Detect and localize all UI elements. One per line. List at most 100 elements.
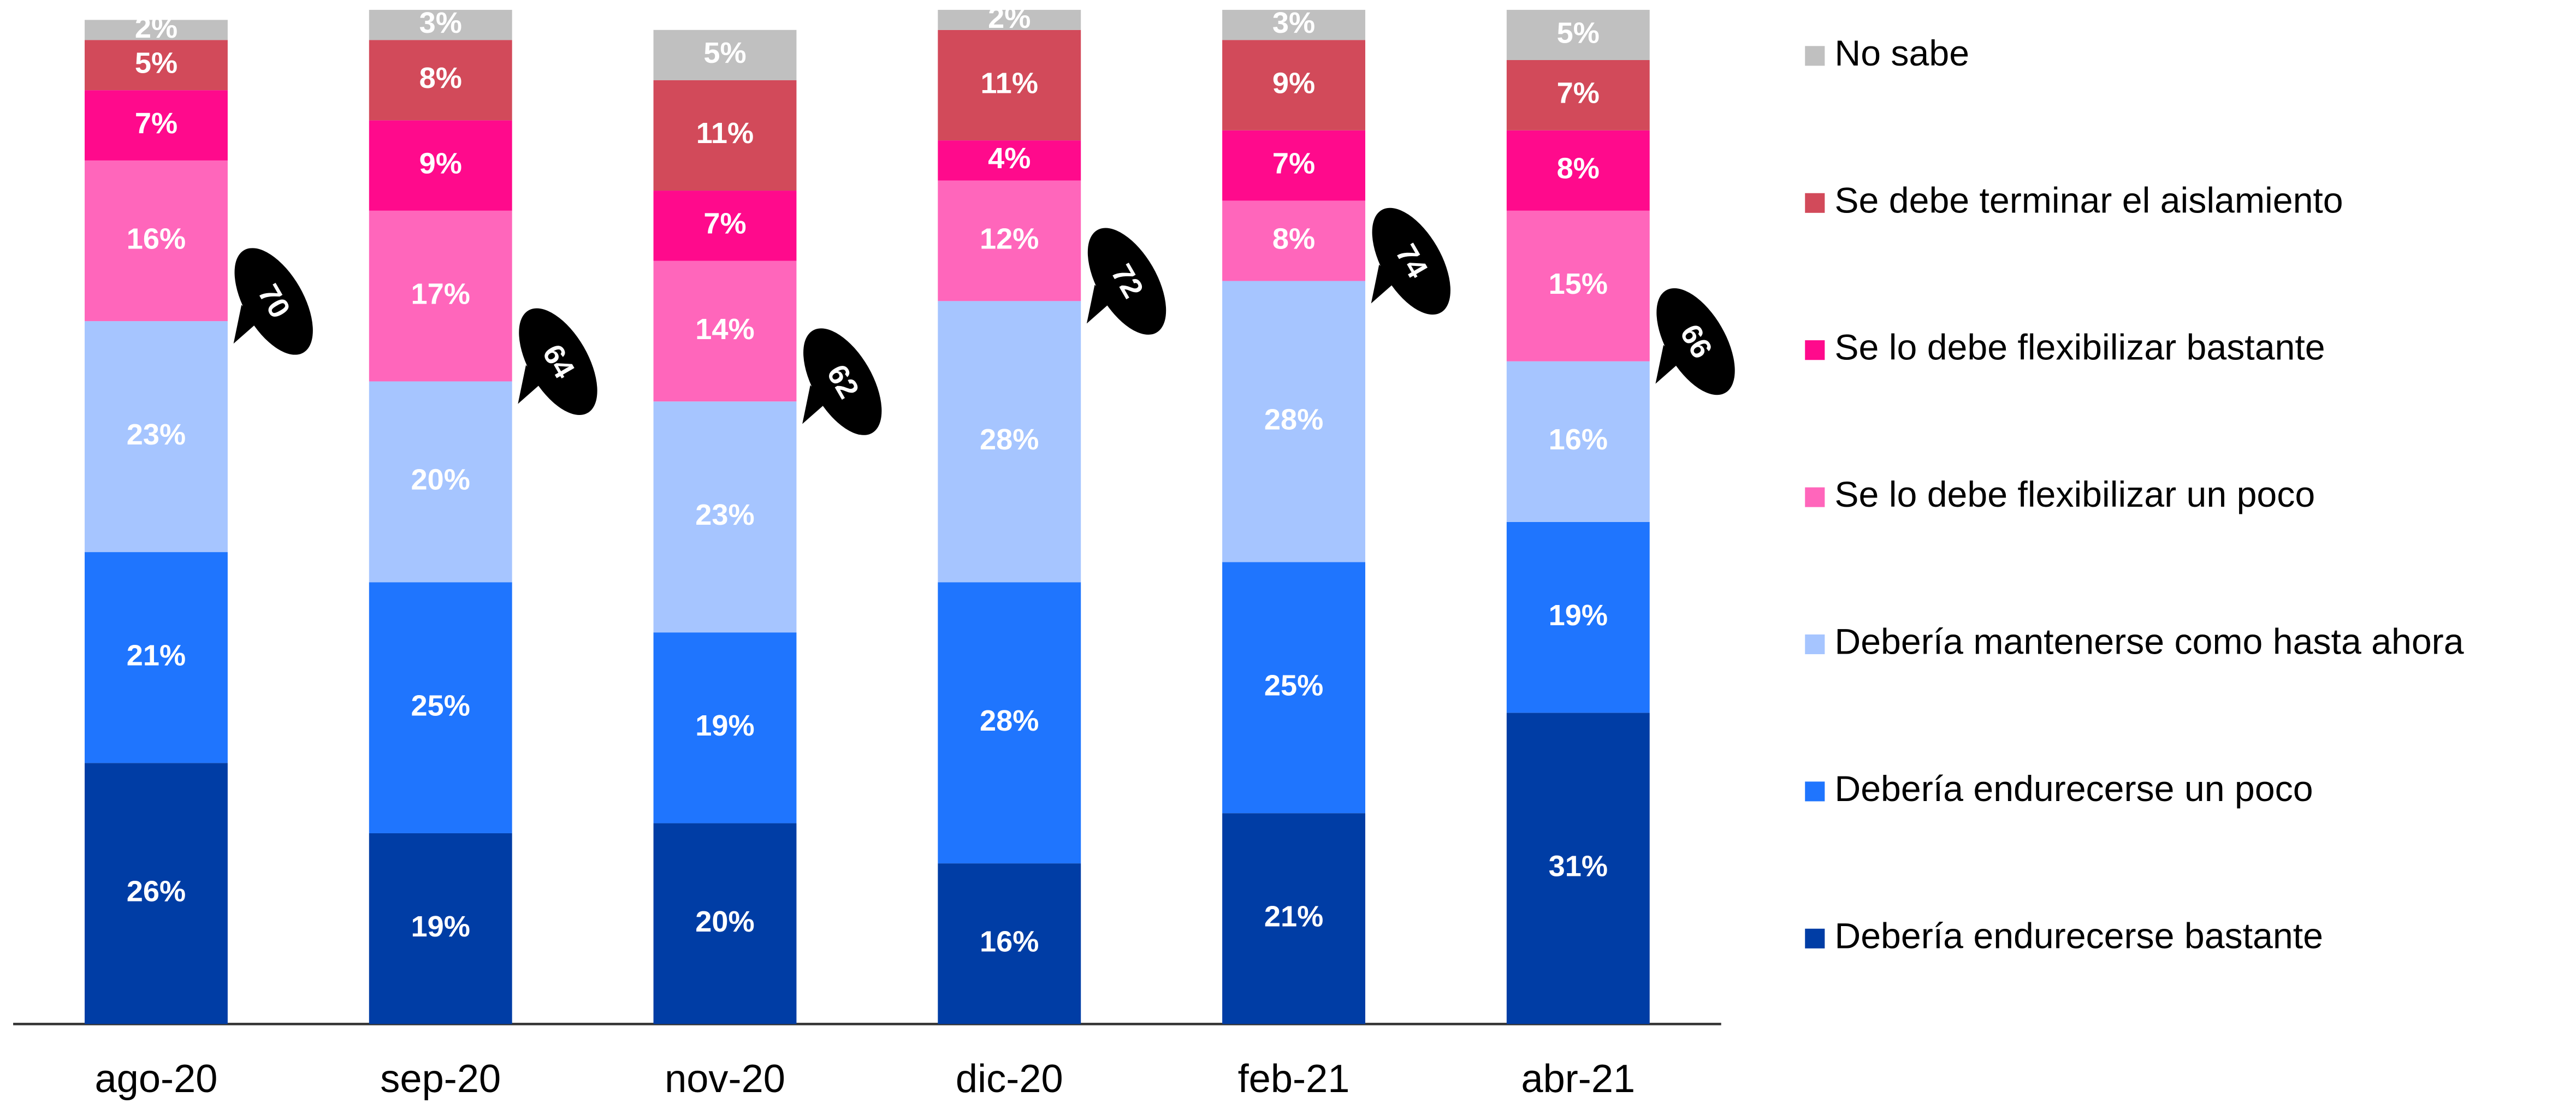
- data-label: 5%: [135, 47, 177, 80]
- bubble: [519, 308, 597, 416]
- bar-segment: [653, 29, 797, 80]
- legend-swatch: [1805, 193, 1825, 213]
- data-label: 21%: [127, 639, 186, 672]
- legend-label: Se debe terminar el aislamiento: [1834, 180, 2343, 221]
- bar-segment: [1222, 40, 1365, 131]
- data-label: 8%: [419, 62, 462, 94]
- bubble-tail: [518, 365, 543, 404]
- legend-label: Se lo debe flexibilizar bastante: [1834, 328, 2325, 368]
- legend-swatch: [1805, 928, 1825, 948]
- bar-segment: [1506, 130, 1650, 211]
- bar-segment: [1222, 281, 1365, 562]
- bar-segment: [653, 80, 797, 191]
- legend-label: No sabe: [1834, 33, 1969, 74]
- data-label: 25%: [411, 689, 470, 722]
- data-label: 7%: [135, 107, 177, 140]
- bubble-tail: [233, 305, 259, 344]
- bar-segment: [1506, 10, 1650, 61]
- data-label: 4%: [988, 142, 1031, 175]
- bar-segment: [369, 381, 512, 583]
- data-label: 19%: [411, 910, 470, 943]
- data-label: 14%: [695, 313, 754, 346]
- data-label: 28%: [980, 704, 1039, 737]
- legend-swatch: [1805, 634, 1825, 655]
- bar-segment: [1222, 200, 1365, 281]
- annotation-bubble: 70: [233, 248, 313, 355]
- bar-segment: [1222, 10, 1365, 40]
- data-label: 28%: [980, 423, 1039, 456]
- bar-segment: [85, 20, 228, 40]
- bar-segment: [653, 823, 797, 1024]
- x-tick-label: feb-21: [1238, 1057, 1350, 1101]
- bubble-tail: [1655, 345, 1681, 384]
- bar-segment: [1222, 562, 1365, 814]
- data-label: 7%: [1557, 77, 1600, 110]
- bar-segment: [938, 10, 1081, 30]
- data-label: 16%: [1549, 423, 1608, 456]
- x-tick-label: ago-20: [95, 1057, 218, 1101]
- bar-segment: [653, 191, 797, 261]
- data-label: 17%: [411, 277, 470, 310]
- legend-swatch: [1805, 340, 1825, 360]
- data-label: 9%: [1272, 67, 1315, 99]
- legend-swatch: [1805, 781, 1825, 802]
- data-label: 2%: [135, 11, 177, 44]
- bar-segment: [938, 140, 1081, 181]
- data-label: 5%: [703, 37, 746, 69]
- data-label: 2%: [988, 2, 1031, 34]
- data-label: 3%: [419, 7, 462, 39]
- data-label: 21%: [1264, 900, 1323, 933]
- legend-label: Debería mantenerse como hasta ahora: [1834, 622, 2464, 662]
- data-label: 20%: [411, 464, 470, 496]
- annotation-bubble: 64: [518, 308, 597, 416]
- data-label: 23%: [127, 418, 186, 451]
- bar-segment: [1222, 130, 1365, 201]
- data-label: 5%: [1557, 16, 1600, 49]
- bubble-tail: [1086, 284, 1112, 324]
- bar-segment: [369, 210, 512, 382]
- bar-segment: [369, 120, 512, 211]
- data-label: 3%: [1272, 7, 1315, 39]
- data-label: 12%: [980, 222, 1039, 255]
- data-label: 19%: [695, 709, 754, 742]
- bar-segment: [938, 582, 1081, 864]
- bar-segment: [369, 833, 512, 1024]
- bar-segment: [653, 632, 797, 823]
- bar-segment: [938, 863, 1081, 1024]
- bar-segment: [369, 40, 512, 121]
- bar-segment: [1222, 813, 1365, 1024]
- data-label: 15%: [1549, 268, 1608, 300]
- bar-segment: [1506, 210, 1650, 361]
- data-label: 16%: [127, 222, 186, 255]
- legend-swatch: [1805, 487, 1825, 507]
- x-tick-label: sep-20: [380, 1057, 501, 1101]
- bar-segment: [1506, 60, 1650, 131]
- legend-label: Debería endurecerse un poco: [1834, 769, 2313, 809]
- data-label: 7%: [1272, 147, 1315, 180]
- annotation-bubble: 66: [1655, 288, 1735, 395]
- data-label: 8%: [1272, 222, 1315, 255]
- data-label: 16%: [980, 926, 1039, 958]
- bubble-tail: [802, 385, 828, 424]
- bar-segment: [938, 180, 1081, 301]
- bar-segment: [85, 321, 228, 553]
- bar-segment: [85, 40, 228, 91]
- bubble: [1372, 207, 1450, 315]
- data-label: 26%: [127, 875, 186, 908]
- data-label: 28%: [1264, 403, 1323, 436]
- data-label: 20%: [695, 905, 754, 938]
- annotation-bubble: 74: [1371, 207, 1450, 315]
- legend-label: Debería endurecerse bastante: [1834, 916, 2323, 956]
- bar-segment: [1506, 521, 1650, 713]
- data-label: 9%: [419, 147, 462, 180]
- bar-segment: [85, 160, 228, 322]
- bar-segment: [938, 301, 1081, 583]
- bar-segment: [1506, 713, 1650, 1024]
- bubble: [803, 328, 882, 435]
- bubble: [234, 248, 313, 355]
- legend-label: Se lo debe flexibilizar un poco: [1834, 475, 2315, 515]
- bubble: [1656, 288, 1735, 395]
- bar-segment: [369, 10, 512, 40]
- bar-segment: [653, 260, 797, 402]
- bar-segment: [85, 763, 228, 1024]
